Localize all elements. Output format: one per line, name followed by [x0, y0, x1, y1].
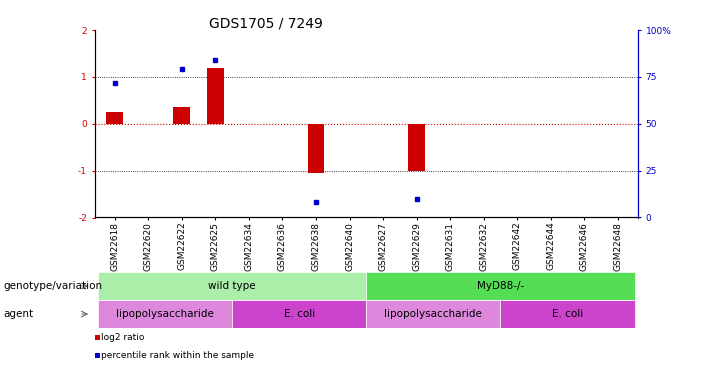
Text: E. coli: E. coli — [284, 309, 315, 319]
Text: genotype/variation: genotype/variation — [4, 281, 102, 291]
Bar — [107, 112, 123, 124]
Text: lipopolysaccharide: lipopolysaccharide — [116, 309, 214, 319]
Text: lipopolysaccharide: lipopolysaccharide — [384, 309, 482, 319]
Text: agent: agent — [4, 309, 34, 319]
Text: E. coli: E. coli — [552, 309, 583, 319]
Text: MyD88-/-: MyD88-/- — [477, 281, 524, 291]
Bar — [98, 300, 232, 328]
Bar — [308, 124, 325, 173]
Text: percentile rank within the sample: percentile rank within the sample — [100, 351, 254, 360]
Bar — [98, 272, 367, 300]
Bar — [366, 272, 634, 300]
Bar — [366, 300, 501, 328]
Bar — [501, 300, 634, 328]
Text: GDS1705 / 7249: GDS1705 / 7249 — [210, 17, 323, 31]
Bar — [408, 124, 425, 171]
Bar — [207, 68, 224, 124]
Bar — [232, 300, 366, 328]
Bar — [173, 107, 190, 124]
Text: log2 ratio: log2 ratio — [100, 333, 144, 342]
Text: wild type: wild type — [208, 281, 256, 291]
